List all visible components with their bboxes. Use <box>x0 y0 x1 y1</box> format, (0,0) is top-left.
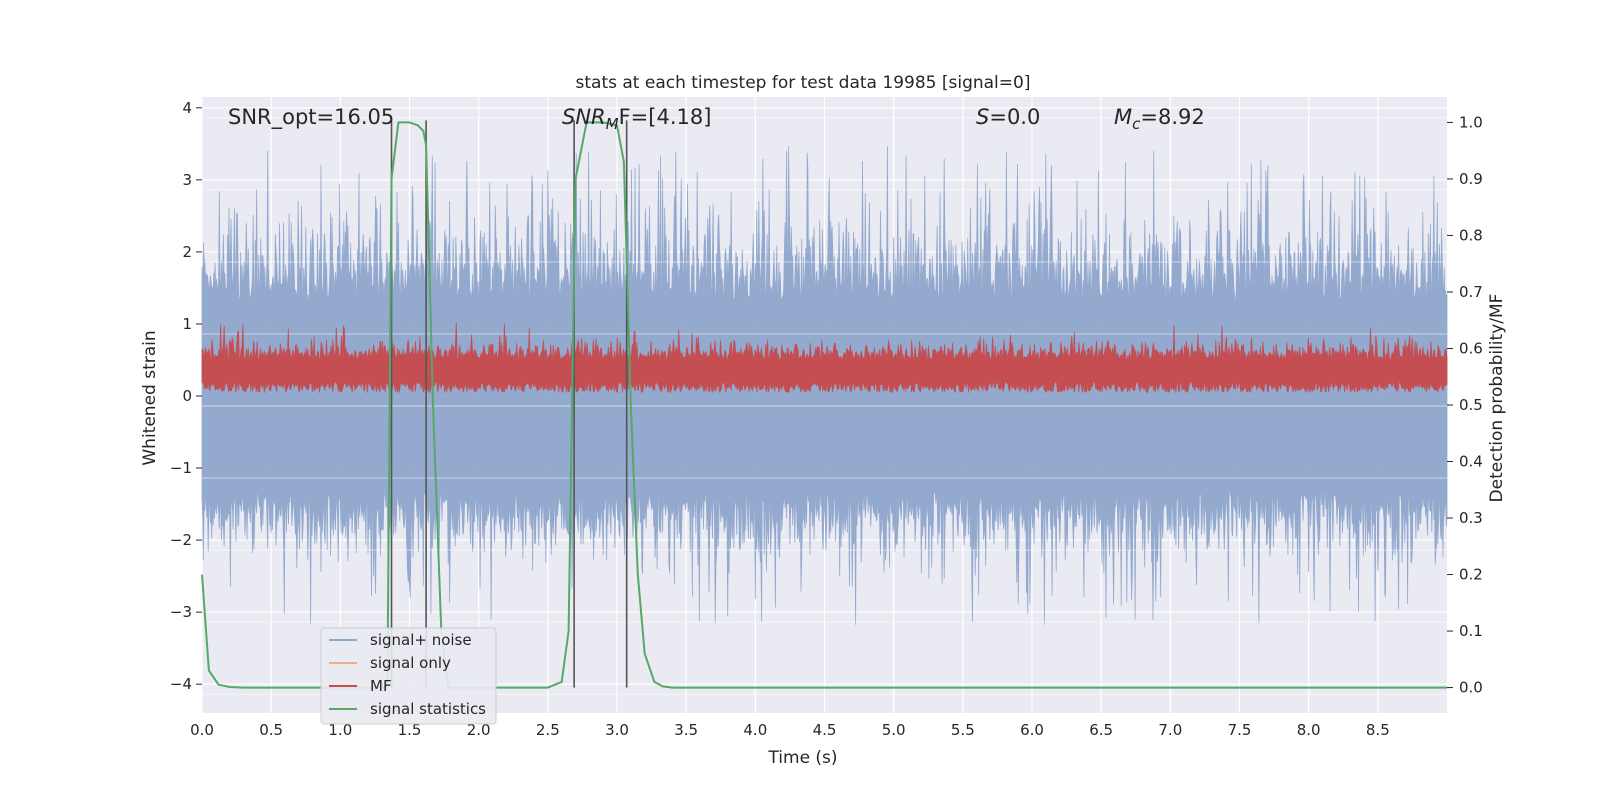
y-right-tick-label: 0.6 <box>1459 339 1483 357</box>
x-tick-label: 1.0 <box>328 721 352 739</box>
annotation-mc-symbol: M <box>1114 105 1132 129</box>
series-mf <box>201 322 1448 393</box>
x-tick-label: 0.5 <box>259 721 283 739</box>
x-tick-label: 4.0 <box>743 721 767 739</box>
plot-area <box>201 97 1448 713</box>
legend: signal+ noise signal only MF signal stat… <box>320 627 497 725</box>
y-axis-ticks-right: 0.0 0.1 0.2 0.3 0.4 0.5 0.6 0.7 0.8 0.9 1.0 <box>1447 113 1483 697</box>
annotation-s-symbol: S <box>976 105 989 129</box>
legend-box <box>320 627 497 725</box>
x-tick-label: 3.5 <box>674 721 698 739</box>
y-right-tick-label: 0.5 <box>1459 396 1483 414</box>
annotation-s: S=0.0 <box>976 105 1040 129</box>
x-tick-label: 0.0 <box>190 721 214 739</box>
y-right-tick-label: 0.8 <box>1459 226 1483 244</box>
chart-title: stats at each timestep for test data 199… <box>576 73 1031 93</box>
y-right-tick-label: 0.2 <box>1459 566 1483 584</box>
y-tick-label: 1 <box>182 315 192 333</box>
y-right-tick-label: 0.4 <box>1459 453 1483 471</box>
x-tick-label: 4.5 <box>813 721 837 739</box>
y-axis-label: Whitened strain <box>140 330 160 465</box>
x-tick-label: 7.0 <box>1158 721 1182 739</box>
y-tick-label: 2 <box>182 243 192 261</box>
y-tick-label: −2 <box>170 531 192 549</box>
x-tick-label: 5.5 <box>951 721 975 739</box>
x-tick-label: 8.5 <box>1366 721 1390 739</box>
y-right-tick-label: 0.3 <box>1459 509 1483 527</box>
x-tick-label: 7.5 <box>1228 721 1252 739</box>
x-tick-label: 2.5 <box>536 721 560 739</box>
x-tick-label: 6.5 <box>1089 721 1113 739</box>
legend-label-signal-statistics: signal statistics <box>370 700 486 718</box>
annotation-snr-opt: SNR_opt=16.05 <box>228 105 394 130</box>
y-right-tick-label: 0.1 <box>1459 622 1483 640</box>
annotation-mc-value: =8.92 <box>1140 105 1204 129</box>
y-right-tick-label: 0.9 <box>1459 170 1483 188</box>
annotation-snr-mf-symbol: SNR <box>562 105 606 129</box>
y-axis-label-right: Detection probability/MF <box>1487 294 1507 503</box>
x-tick-label: 5.0 <box>882 721 906 739</box>
annotation-snr-mf: SNRMF=[4.18] <box>562 105 711 133</box>
y-tick-label: −3 <box>170 603 192 621</box>
x-tick-label: 1.5 <box>398 721 422 739</box>
legend-label-signal-only: signal only <box>370 654 451 672</box>
annotation-mc: Mc=8.92 <box>1114 105 1205 133</box>
x-axis-ticks: 0.0 0.5 1.0 1.5 2.0 2.5 3.0 3.5 4.0 4.5 5.0 5.5 6.0 6… <box>190 721 1390 739</box>
y-tick-label: 4 <box>182 99 192 117</box>
x-tick-label: 8.0 <box>1297 721 1321 739</box>
x-tick-label: 6.0 <box>1020 721 1044 739</box>
y-tick-label: −1 <box>170 459 192 477</box>
y-tick-label: 3 <box>182 171 192 189</box>
x-axis-label: Time (s) <box>767 748 837 768</box>
x-tick-label: 3.0 <box>605 721 629 739</box>
legend-label-signal-noise: signal+ noise <box>370 631 472 649</box>
y-right-tick-label: 0.7 <box>1459 283 1483 301</box>
annotation-s-value: =0.0 <box>989 105 1040 129</box>
annotation-mc-subscript: c <box>1132 115 1141 133</box>
y-tick-label: −4 <box>170 675 192 693</box>
y-axis-ticks: −4 −3 −2 −1 0 1 2 3 4 <box>170 99 202 693</box>
y-right-tick-label: 1.0 <box>1459 113 1483 131</box>
x-tick-label: 2.0 <box>467 721 491 739</box>
y-tick-label: 0 <box>182 387 192 405</box>
legend-label-mf: MF <box>370 677 392 695</box>
y-right-tick-label: 0.0 <box>1459 679 1483 697</box>
annotation-snr-mf-value: F=[4.18] <box>619 105 712 129</box>
annotation-snr-mf-subscript: M <box>606 115 619 133</box>
